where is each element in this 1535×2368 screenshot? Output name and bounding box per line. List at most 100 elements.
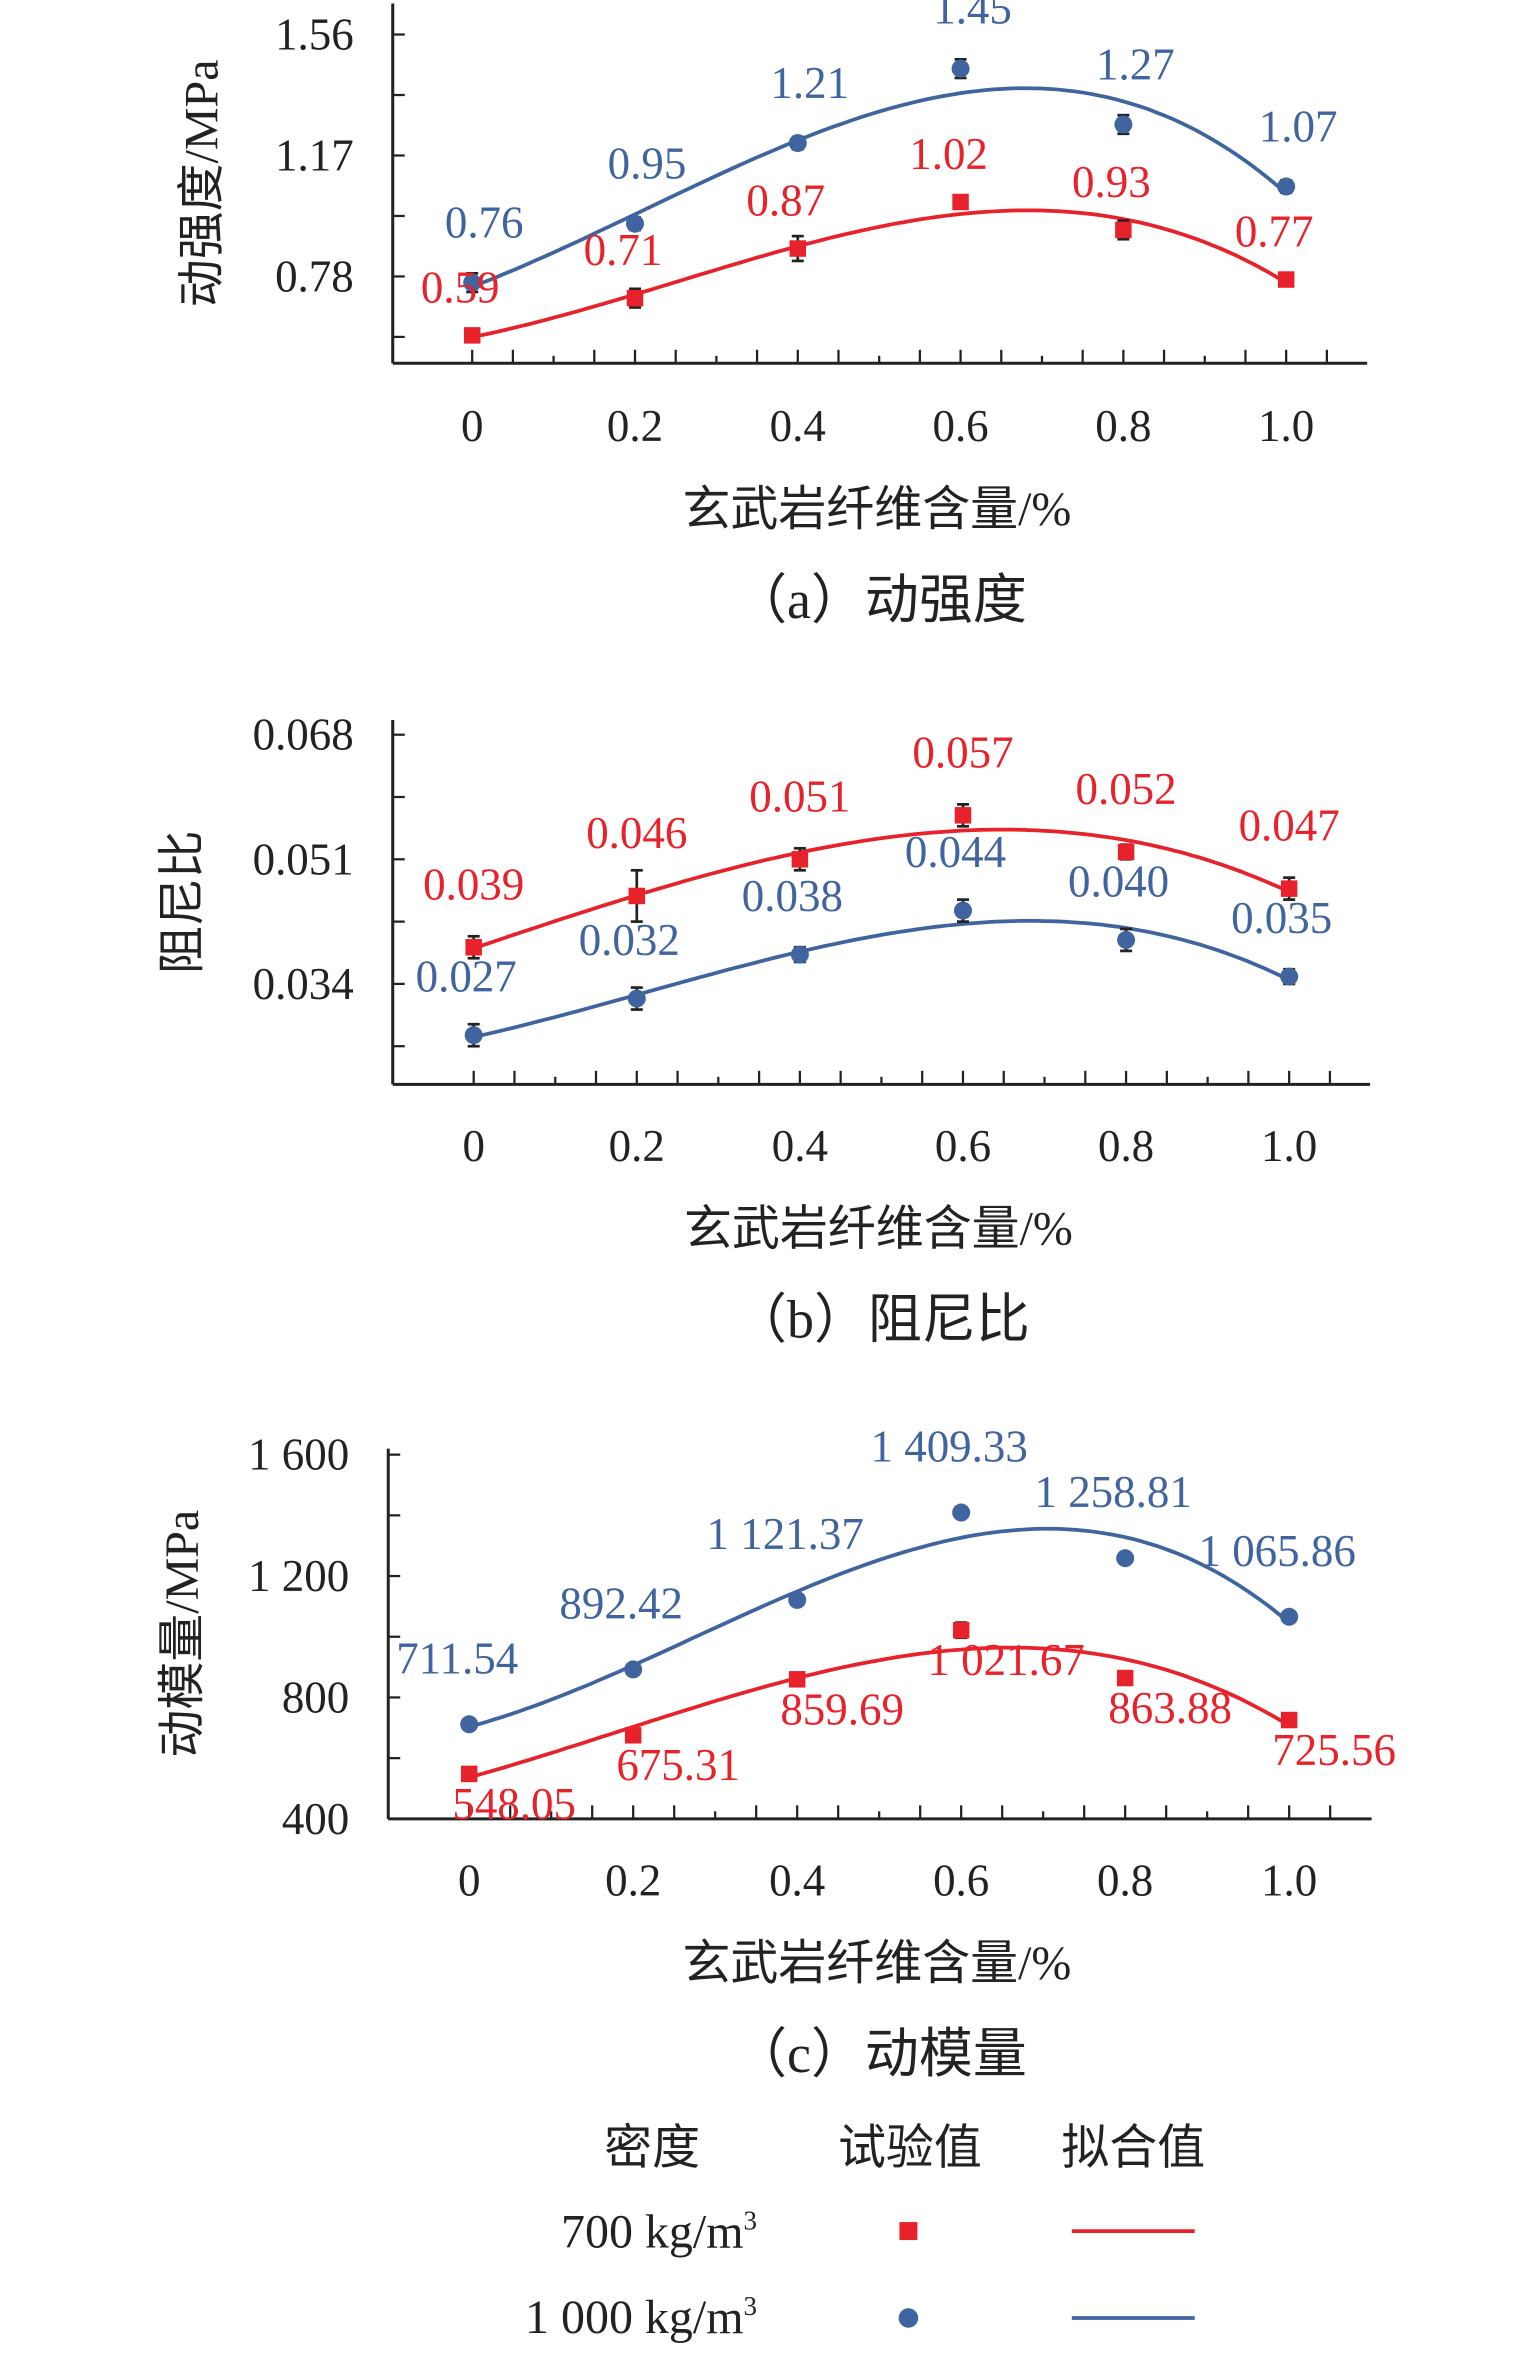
x-axis-label: 玄武岩纤维含量/% bbox=[682, 483, 1071, 536]
data-label: 675.31 bbox=[616, 1740, 740, 1790]
data-label: 892.42 bbox=[559, 1578, 683, 1628]
data-point-square bbox=[1115, 221, 1132, 239]
data-label: 0.047 bbox=[1239, 801, 1340, 851]
x-tick-label: 0.2 bbox=[605, 1855, 661, 1905]
x-tick-label: 0.2 bbox=[607, 401, 663, 451]
data-point-circle bbox=[624, 1660, 643, 1679]
data-label: 1 409.33 bbox=[870, 1422, 1027, 1472]
data-label: 859.69 bbox=[780, 1684, 904, 1734]
y-tick-label: 1 200 bbox=[248, 1551, 349, 1601]
data-label: 863.88 bbox=[1108, 1683, 1232, 1733]
x-tick-label: 1.0 bbox=[1261, 1121, 1317, 1171]
fit-curve-red bbox=[468, 1645, 1291, 1780]
x-tick-label: 0.8 bbox=[1095, 401, 1151, 451]
x-tick-label: 0.4 bbox=[772, 1121, 828, 1171]
data-label: 0.046 bbox=[586, 808, 687, 858]
data-point-square bbox=[465, 939, 482, 956]
x-tick-label: 0.6 bbox=[933, 1855, 989, 1905]
data-label: 0.052 bbox=[1075, 764, 1176, 814]
data-label: 1.45 bbox=[933, 0, 1012, 34]
data-label: 1.27 bbox=[1096, 40, 1175, 90]
y-tick-label: 0.034 bbox=[253, 959, 354, 1009]
data-point-square bbox=[788, 1671, 806, 1688]
y-axis-label: 动强度/MPa bbox=[175, 60, 228, 308]
data-point-square bbox=[628, 887, 646, 905]
y-tick-label: 0.78 bbox=[275, 251, 354, 301]
data-point-square bbox=[1117, 843, 1135, 861]
chart-2: 0 0.2 0.4 0.6 0.8 1.0 400 800 1 200 1 600 动模量/MPa 玄… bbox=[156, 1422, 1396, 2085]
data-point-square bbox=[1280, 880, 1298, 897]
y-tick-label: 0.051 bbox=[253, 834, 354, 884]
y-tick-label: 1 600 bbox=[248, 1430, 349, 1480]
data-label: 0.051 bbox=[749, 771, 850, 821]
x-tick-label: 0.6 bbox=[935, 1121, 991, 1171]
fit-curve-red bbox=[473, 827, 1290, 950]
data-point-circle bbox=[788, 134, 807, 153]
data-label: 1.21 bbox=[770, 58, 849, 108]
data-label: 0.87 bbox=[746, 176, 825, 226]
legend-circle-marker bbox=[898, 2308, 919, 2328]
data-label: 1 121.37 bbox=[706, 1509, 863, 1559]
data-point-circle bbox=[464, 1026, 483, 1045]
data-label: 0.057 bbox=[912, 727, 1013, 777]
data-label: 1 021.67 bbox=[927, 1635, 1084, 1685]
y-tick-label: 800 bbox=[282, 1672, 349, 1722]
fit-curve-blue bbox=[471, 86, 1288, 289]
data-label: 1 258.81 bbox=[1034, 1467, 1191, 1517]
data-point-circle bbox=[625, 214, 644, 233]
y-tick-label: 400 bbox=[282, 1794, 349, 1844]
data-point-square bbox=[626, 289, 644, 307]
y-axis-label: 阻尼比 bbox=[156, 830, 209, 974]
data-label: 0.93 bbox=[1072, 157, 1151, 207]
data-point-circle bbox=[1116, 1549, 1135, 1568]
x-tick-label: 0.8 bbox=[1097, 1855, 1153, 1905]
x-axis-label: 玄武岩纤维含量/% bbox=[682, 1937, 1071, 1990]
data-point-circle bbox=[1117, 930, 1136, 949]
data-point-square bbox=[1116, 1669, 1134, 1687]
chart-caption: （b）阻尼比 bbox=[733, 1290, 1030, 1350]
data-label: 0.032 bbox=[579, 915, 680, 965]
data-point-circle bbox=[1277, 177, 1296, 196]
fit-curve-blue bbox=[473, 919, 1290, 1039]
y-tick-label: 1.17 bbox=[275, 130, 354, 180]
data-label: 0.038 bbox=[742, 871, 843, 921]
data-label: 0.027 bbox=[416, 952, 517, 1002]
x-tick-label: 1.0 bbox=[1258, 401, 1314, 451]
data-point-square bbox=[952, 193, 969, 211]
y-tick-label: 1.56 bbox=[275, 10, 354, 60]
data-label: 1.07 bbox=[1259, 102, 1338, 152]
data-label: 0.71 bbox=[584, 225, 663, 275]
x-tick-label: 0.6 bbox=[932, 401, 988, 451]
legend: 密度 试验值 拟合值 700 kg/m3 1 000 kg/m3 bbox=[525, 2122, 1205, 2344]
data-label: 0.040 bbox=[1068, 856, 1169, 906]
data-point-square bbox=[952, 1621, 970, 1639]
chart-caption: （c）动模量 bbox=[733, 2024, 1027, 2084]
x-tick-label: 0.2 bbox=[609, 1121, 665, 1171]
data-point-circle bbox=[1280, 967, 1299, 986]
data-point-circle bbox=[1280, 1607, 1299, 1626]
legend-header-fit: 拟合值 bbox=[1061, 2122, 1205, 2175]
legend-header-test: 试验值 bbox=[838, 2122, 982, 2175]
data-point-square bbox=[791, 851, 809, 868]
x-tick-label: 0 bbox=[461, 401, 483, 451]
data-point-square bbox=[789, 240, 807, 257]
data-label: 0.035 bbox=[1231, 893, 1332, 943]
data-point-circle bbox=[790, 945, 809, 964]
data-point-circle bbox=[951, 59, 970, 78]
data-point-circle bbox=[627, 989, 646, 1008]
data-point-square bbox=[1277, 271, 1295, 288]
chart-caption: （a）动强度 bbox=[733, 570, 1027, 630]
x-tick-label: 0.4 bbox=[770, 401, 826, 451]
y-tick-label: 0.068 bbox=[253, 710, 354, 760]
data-label: 1 065.86 bbox=[1198, 1526, 1355, 1576]
legend-square-marker bbox=[899, 2222, 918, 2241]
data-point-circle bbox=[460, 1715, 479, 1734]
data-label: 711.54 bbox=[396, 1633, 518, 1683]
legend-label-1000: 1 000 kg/m3 bbox=[525, 2291, 757, 2344]
data-point-circle bbox=[463, 273, 482, 292]
data-label: 0.95 bbox=[608, 139, 687, 189]
data-point-circle bbox=[952, 1503, 971, 1522]
data-point-square bbox=[954, 807, 972, 824]
data-label: 0.76 bbox=[445, 198, 524, 248]
data-label: 1.02 bbox=[909, 129, 988, 179]
